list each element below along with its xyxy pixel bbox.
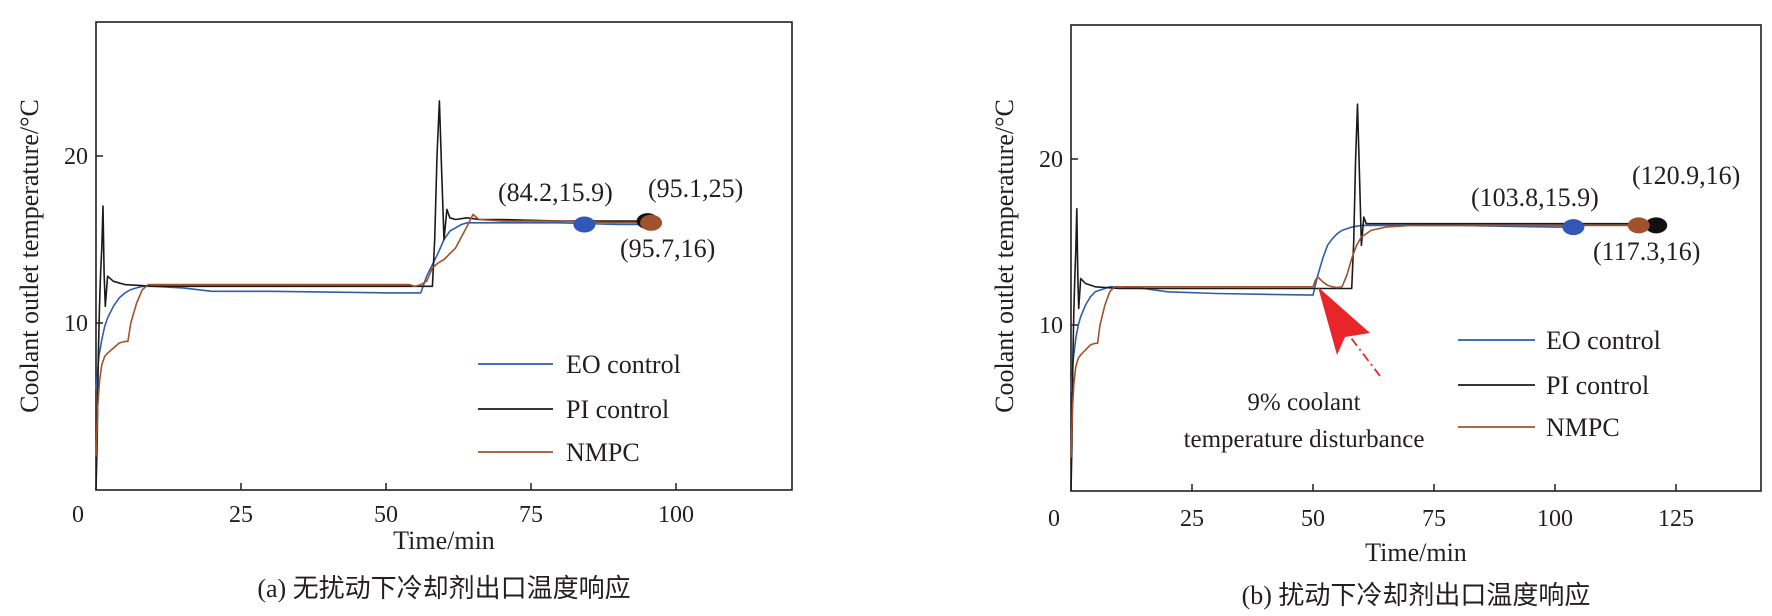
panel-b-end-markers [1562,217,1668,236]
panel-b-series [1070,103,1657,492]
panel-a-xtick-label-25: 25 [229,502,253,528]
panel-a-series-pi-control [95,100,648,491]
panel-b-end-marker-pi [1645,217,1668,234]
panel-b: 10 20 0 25 50 75 100 125 Time/min Coolan… [990,24,1762,610]
panel-a-series-eo-control [95,222,652,390]
panel-b-xtick-label-75: 75 [1422,506,1446,532]
panel-b-legend-label-eo: EO control [1546,326,1661,355]
panel-b-x-axis-title: Time/min [1365,538,1467,567]
panel-b-xtick-label-100: 100 [1537,506,1573,532]
panel-b-end-marker-eo [1562,219,1585,236]
panel-b-ytick-label-10: 10 [1039,313,1063,339]
panel-a-legend-label-eo: EO control [566,350,681,379]
panel-a-xtick-label-75: 75 [519,502,543,528]
panel-a-ytick-label-20: 20 [64,144,88,170]
panel-a-xtick-label-0: 0 [72,502,84,528]
panel-b-y-axis-title: Coolant outlet temperature/°C [990,99,1019,413]
disturbance-annotation-line1: 9% coolant [1247,389,1360,416]
panel-a-xtick-label-100: 100 [658,502,694,528]
panel-a-end-marker-eo [573,216,596,233]
panel-b-point-label-nmpc: (117.3,16) [1593,237,1700,266]
panel-b-caption: (b) 扰动下冷却剂出口温度响应 [1242,581,1591,610]
panel-a-xtick-label-50: 50 [374,502,398,528]
panel-a-series-nmpc [95,213,652,457]
panel-b-xtick-label-0: 0 [1048,506,1060,532]
panel-a-y-axis-title: Coolant outlet temperature/°C [15,99,44,413]
panel-b-point-label-pi: (120.9,16) [1632,161,1740,190]
panel-a-point-label-eo: (84.2,15.9) [498,178,613,207]
panel-b-plot-frame [1070,24,1762,492]
panel-b-point-label-eo: (103.8,15.9) [1471,183,1599,212]
panel-a-caption: (a) 无扰动下冷却剂出口温度响应 [257,574,630,603]
panel-b-series-nmpc [1070,224,1639,458]
panel-b-legend-label-pi: PI control [1546,371,1649,400]
panel-a-x-axis-title: Time/min [393,526,495,555]
panel-b-series-pi-control [1070,103,1657,492]
disturbance-arrow-shaft [1344,329,1381,377]
panel-b-series-eo-control [1070,224,1574,392]
panel-a-legend-label-pi: PI control [566,395,669,424]
panel-a-end-marker-nmpc [640,214,663,231]
disturbance-annotation-line2: temperature disturbance [1184,426,1425,453]
disturbance-arrow-head [1318,287,1370,355]
panel-a-end-markers [573,213,663,233]
panel-b-xtick-label-50: 50 [1301,506,1325,532]
panel-a-point-label-nmpc: (95.7,16) [620,234,715,263]
panel-b-ytick-label-20: 20 [1039,147,1063,173]
panel-a: 10 20 0 25 50 75 100 Time/min Coolant ou… [15,21,793,603]
panel-a-point-label-pi: (95.1,25) [648,174,743,203]
panel-b-xtick-label-25: 25 [1180,506,1204,532]
panel-b-end-marker-nmpc [1627,217,1650,234]
panel-b-legend-label-nmpc: NMPC [1546,413,1620,442]
panel-b-xtick-label-125: 125 [1658,506,1694,532]
panel-a-plot-frame [95,21,793,491]
panel-a-series [95,100,652,491]
panel-a-ytick-label-10: 10 [64,311,88,337]
panel-a-legend-label-nmpc: NMPC [566,438,640,467]
